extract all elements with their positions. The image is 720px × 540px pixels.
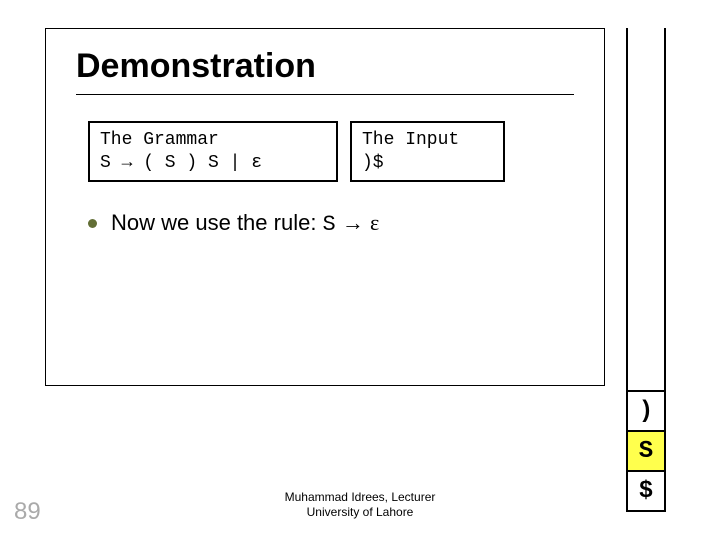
bullet-rule-arrow: →	[342, 210, 364, 235]
stack-cell: )	[626, 390, 666, 432]
stack-column: )S$	[626, 28, 666, 512]
input-label: The Input	[362, 130, 459, 150]
grammar-label: The Grammar	[100, 130, 219, 150]
slide-title: Demonstration	[76, 47, 574, 86]
bullet-text: Now we use the rule: S → ε	[111, 210, 379, 237]
bullet-icon	[88, 219, 97, 228]
grammar-box: The Grammar S → ( S ) S | ε	[88, 121, 338, 182]
page-number: 89	[14, 498, 41, 526]
bullet-rule-lhs: S	[323, 212, 336, 237]
input-box: The Input )$	[350, 121, 505, 182]
slide-footer: Muhammad Idrees, Lecturer University of …	[0, 490, 720, 520]
stack-pipe	[626, 28, 666, 390]
input-value: )$	[362, 153, 384, 173]
bullet-prefix: Now we use the rule:	[111, 210, 323, 235]
info-boxes-row: The Grammar S → ( S ) S | ε The Input )$	[88, 121, 578, 182]
title-region: Demonstration	[46, 29, 604, 92]
content-region: The Grammar S → ( S ) S | ε The Input )$…	[46, 95, 604, 385]
bullet-rule-rhs: ε	[370, 210, 379, 235]
bullet-line: Now we use the rule: S → ε	[88, 210, 578, 237]
grammar-rule: S → ( S ) S | ε	[100, 153, 262, 173]
stack-cell: S	[626, 430, 666, 472]
footer-line-2: University of Lahore	[0, 505, 720, 520]
slide-frame: Demonstration The Grammar S → ( S ) S | …	[45, 28, 605, 386]
footer-line-1: Muhammad Idrees, Lecturer	[0, 490, 720, 505]
